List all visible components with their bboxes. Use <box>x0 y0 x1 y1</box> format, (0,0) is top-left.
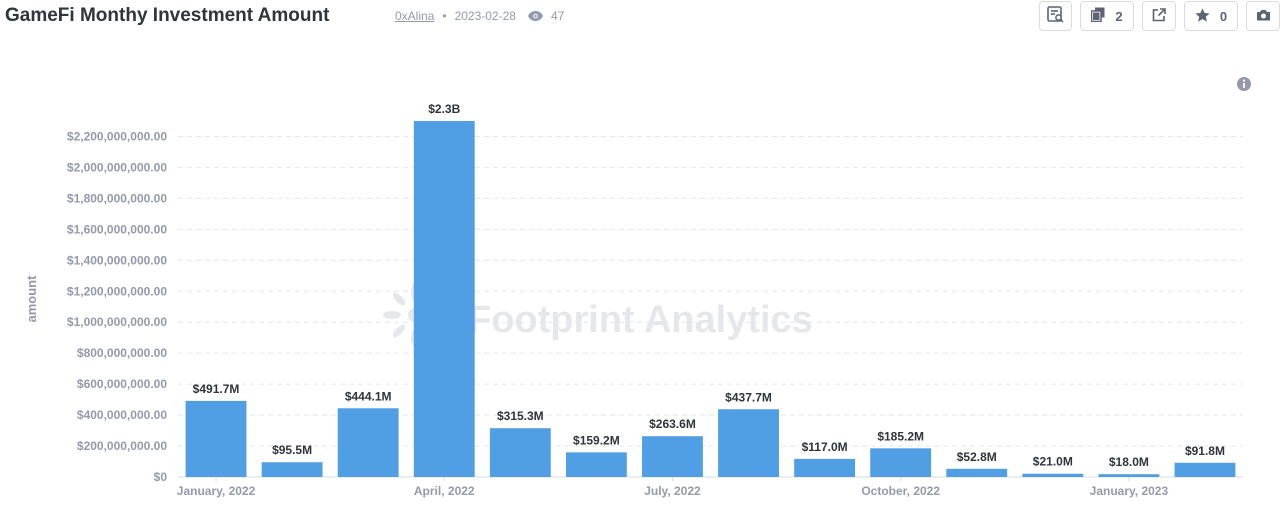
bar <box>946 468 1008 477</box>
y-tick-label: $1,800,000,000.00 <box>67 191 167 205</box>
bar <box>870 448 932 477</box>
x-tick-label: October, 2022 <box>861 484 940 498</box>
bar <box>1174 462 1236 477</box>
favorite-button[interactable]: 0 <box>1184 1 1238 31</box>
y-tick-label: $2,200,000,000.00 <box>67 129 167 143</box>
bar <box>794 458 856 477</box>
y-axis-title: amount <box>24 275 39 323</box>
x-tick-label: January, 2023 <box>1090 484 1169 498</box>
x-tick-label: January, 2022 <box>177 484 256 498</box>
meta-separator: • <box>442 9 447 23</box>
data-label: $159.2M <box>573 433 620 447</box>
y-tick-label: $1,400,000,000.00 <box>67 253 167 267</box>
bar <box>413 121 475 477</box>
bar <box>489 428 551 477</box>
y-tick-label: $1,600,000,000.00 <box>67 222 167 236</box>
y-tick-label: $1,000,000,000.00 <box>67 315 167 329</box>
duplicate-button[interactable]: 2 <box>1080 1 1134 31</box>
data-label: $18.0M <box>1109 455 1149 469</box>
view-count: 47 <box>550 9 565 23</box>
chart-toolbar: 2 0 <box>1039 1 1280 31</box>
data-label: $437.7M <box>725 390 772 404</box>
bar <box>718 409 779 477</box>
data-label: $444.1M <box>345 389 392 403</box>
bar <box>337 408 399 477</box>
data-label: $21.0M <box>1033 455 1073 469</box>
camera-icon <box>1256 9 1271 24</box>
table-search-icon <box>1047 6 1064 26</box>
x-tick-label: April, 2022 <box>414 484 475 498</box>
data-label: $117.0M <box>802 440 848 454</box>
bar <box>261 462 323 477</box>
eye-icon <box>527 11 543 21</box>
favorite-count: 0 <box>1219 8 1228 24</box>
open-external-button[interactable] <box>1142 1 1176 31</box>
created-date: 2023-02-28 <box>454 9 516 23</box>
star-icon <box>1195 8 1210 25</box>
chart-meta: 0xAlina • 2023-02-28 47 <box>395 9 564 23</box>
screenshot-button[interactable] <box>1246 1 1280 31</box>
data-label: $91.8M <box>1185 444 1225 458</box>
bar <box>565 452 627 477</box>
bar <box>185 400 247 477</box>
y-tick-label: $200,000,000.00 <box>77 439 167 453</box>
duplicate-count: 2 <box>1115 8 1123 24</box>
data-label: $2.3B <box>428 102 460 116</box>
external-link-icon <box>1152 7 1166 25</box>
bar <box>1098 474 1160 477</box>
y-tick-label: $600,000,000.00 <box>77 377 167 391</box>
data-label: $491.7M <box>193 382 240 396</box>
chart-title: GameFi Monthy Investment Amount <box>5 5 330 26</box>
data-label: $263.6M <box>649 417 696 431</box>
data-label: $52.8M <box>957 450 997 464</box>
info-icon[interactable] <box>1236 76 1252 97</box>
bar <box>1022 473 1084 477</box>
y-tick-label: $800,000,000.00 <box>77 346 167 360</box>
bar <box>642 436 703 477</box>
copy-icon <box>1091 7 1105 25</box>
x-tick-label: July, 2022 <box>644 484 701 498</box>
y-tick-label: $400,000,000.00 <box>77 408 167 422</box>
author-link[interactable]: 0xAlina <box>395 9 435 23</box>
y-tick-label: $0 <box>154 470 168 484</box>
y-tick-label: $2,000,000,000.00 <box>67 160 167 174</box>
data-label: $315.3M <box>497 409 544 423</box>
y-tick-label: $1,200,000,000.00 <box>67 284 167 298</box>
view-sql-button[interactable] <box>1039 1 1072 31</box>
data-label: $185.2M <box>877 429 924 443</box>
data-label: $95.5M <box>272 443 312 457</box>
